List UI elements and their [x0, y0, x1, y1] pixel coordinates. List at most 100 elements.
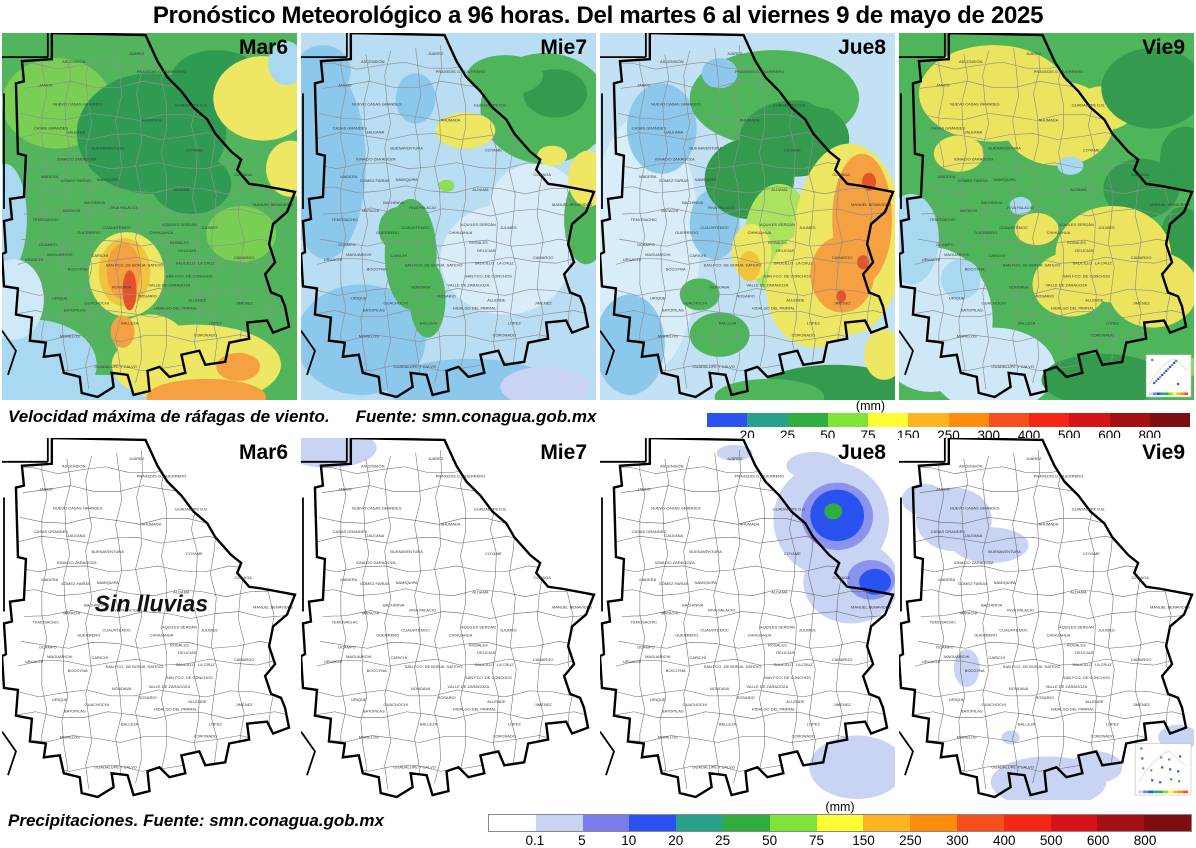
- svg-text:GUADALUPE Y CALVO: GUADALUPE Y CALVO: [692, 364, 734, 369]
- svg-text:LÓPEZ: LÓPEZ: [1106, 321, 1120, 326]
- svg-text:BATOPILAS: BATOPILAS: [662, 709, 684, 714]
- day-label-jue8: Jue8: [838, 36, 886, 59]
- svg-text:SAN FCO. DE CONCHOS: SAN FCO. DE CONCHOS: [764, 675, 811, 680]
- svg-text:ALLENDE: ALLENDE: [188, 699, 206, 704]
- colorbar-tick: 600: [1086, 833, 1110, 848]
- svg-text:MAGUARICHI: MAGUARICHI: [47, 252, 72, 257]
- svg-text:JANOS: JANOS: [637, 487, 651, 492]
- svg-text:CORONADO: CORONADO: [194, 333, 217, 338]
- svg-text:OJINAGA: OJINAGA: [533, 575, 551, 580]
- colorbar-tick: 20: [668, 833, 684, 848]
- svg-text:NONOAVA: NONOAVA: [112, 284, 132, 289]
- svg-text:HIDALGO DEL PARRAL: HIDALGO DEL PARRAL: [154, 707, 198, 712]
- svg-text:GUADALUPE D.B.: GUADALUPE D.B.: [1072, 102, 1105, 107]
- svg-text:AQUILES SERDÁN: AQUILES SERDÁN: [461, 222, 496, 227]
- svg-text:GALEANA: GALEANA: [365, 533, 384, 538]
- svg-text:MORELOS: MORELOS: [658, 334, 678, 339]
- svg-text:NONOAVA: NONOAVA: [112, 686, 132, 691]
- svg-text:GÓMEZ FARÍAS: GÓMEZ FARÍAS: [360, 178, 390, 183]
- colorbar-tick: 250: [899, 833, 922, 848]
- colorbar-unit-label: (mm): [825, 800, 855, 814]
- svg-text:RIVA PALACIO: RIVA PALACIO: [1007, 205, 1034, 210]
- svg-text:LÓPEZ: LÓPEZ: [1106, 722, 1120, 727]
- svg-text:BOCOYNA: BOCOYNA: [666, 668, 686, 673]
- svg-text:CARICHÍ: CARICHÍ: [91, 253, 108, 258]
- svg-text:OJINAGA: OJINAGA: [1131, 172, 1149, 177]
- colorbar-tick: 5: [578, 833, 586, 848]
- svg-text:URUACHI: URUACHI: [623, 257, 641, 262]
- svg-text:HIDALGO DEL PARRAL: HIDALGO DEL PARRAL: [752, 707, 796, 712]
- svg-text:URUACHI: URUACHI: [25, 257, 43, 262]
- svg-text:SATEVÓ: SATEVÓ: [148, 664, 164, 669]
- svg-text:SAN FCO. DE BORJA: SAN FCO. DE BORJA: [405, 664, 445, 669]
- svg-text:ALLENDE: ALLENDE: [188, 297, 206, 302]
- svg-text:COYAME: COYAME: [485, 551, 502, 556]
- svg-text:NAMIQUIPA: NAMIQUIPA: [994, 177, 1016, 182]
- svg-text:BOCOYNA: BOCOYNA: [68, 668, 88, 673]
- svg-text:SAUCILLO: SAUCILLO: [475, 260, 495, 265]
- svg-text:CAMARGO: CAMARGO: [832, 657, 853, 662]
- svg-text:BUENAVENTURA: BUENAVENTURA: [689, 549, 722, 554]
- svg-text:LÓPEZ: LÓPEZ: [807, 321, 821, 326]
- svg-text:GALEANA: GALEANA: [66, 130, 85, 135]
- svg-text:SAN FCO. DE BORJA: SAN FCO. DE BORJA: [405, 262, 445, 267]
- svg-text:COYAME: COYAME: [784, 551, 801, 556]
- svg-text:COYAME: COYAME: [1083, 148, 1100, 153]
- svg-text:CAMARGO: CAMARGO: [533, 255, 554, 260]
- svg-text:SAN FCO. DE CONCHOS: SAN FCO. DE CONCHOS: [1063, 273, 1110, 278]
- svg-text:ALDAMA: ALDAMA: [472, 187, 489, 192]
- svg-text:URIQUE: URIQUE: [351, 697, 367, 702]
- svg-text:NUEVO CASAS GRANDES: NUEVO CASAS GRANDES: [950, 505, 1000, 510]
- svg-text:JANOS: JANOS: [338, 82, 352, 87]
- svg-text:ASCENSIÓN: ASCENSIÓN: [660, 464, 684, 469]
- svg-text:GUADALUPE Y CALVO: GUADALUPE Y CALVO: [991, 764, 1033, 769]
- svg-text:MANUEL BENAVIDES: MANUEL BENAVIDES: [253, 605, 293, 610]
- svg-text:IGNACIO ZARAGOZA: IGNACIO ZARAGOZA: [954, 560, 994, 565]
- svg-text:BALLEZA: BALLEZA: [719, 722, 737, 727]
- map-canvas: JUÁREZ ASCENSIÓN PRAXEDIS G. GUERRERO GUADA…: [301, 438, 596, 800]
- svg-text:OCAMPO: OCAMPO: [338, 242, 356, 247]
- svg-text:ROSARIO: ROSARIO: [138, 695, 156, 700]
- svg-text:MANUEL BENAVIDES: MANUEL BENAVIDES: [1150, 202, 1190, 207]
- svg-text:GUADALUPE D.B.: GUADALUPE D.B.: [773, 102, 806, 107]
- svg-text:CORONADO: CORONADO: [792, 734, 815, 739]
- svg-text:ASCENSIÓN: ASCENSIÓN: [62, 464, 86, 469]
- svg-text:SAN FCO. DE BORJA: SAN FCO. DE BORJA: [106, 262, 146, 267]
- svg-text:JANOS: JANOS: [936, 82, 950, 87]
- svg-text:AHUMADA: AHUMADA: [441, 521, 461, 526]
- precip-map-mie7: JUÁREZ ASCENSIÓN PRAXEDIS G. GUERRERO GUADA…: [301, 438, 596, 800]
- svg-text:CUAUHTÉMOC: CUAUHTÉMOC: [401, 627, 430, 632]
- svg-text:CASAS GRANDES: CASAS GRANDES: [34, 126, 69, 131]
- svg-text:ALLENDE: ALLENDE: [487, 699, 505, 704]
- colorbar-segment: [1097, 815, 1145, 831]
- svg-text:IGNACIO ZARAGOZA: IGNACIO ZARAGOZA: [954, 157, 994, 162]
- svg-text:JIMÉNEZ: JIMÉNEZ: [535, 702, 553, 707]
- svg-text:ALDAMA: ALDAMA: [472, 590, 489, 595]
- state-outline: [301, 33, 596, 399]
- svg-text:PRAXEDIS G. GUERRERO: PRAXEDIS G. GUERRERO: [735, 69, 785, 74]
- day-label-vie9: Vie9: [1142, 36, 1185, 59]
- svg-text:NUEVO CASAS GRANDES: NUEVO CASAS GRANDES: [651, 505, 701, 510]
- colorbar-tick-labels: 0.1 5 10 20 25 50 75 150 250 300 400 500 600 800: [488, 832, 1192, 848]
- svg-text:BALLEZA: BALLEZA: [121, 722, 139, 727]
- svg-text:SAN FCO. DE BORJA: SAN FCO. DE BORJA: [1003, 664, 1043, 669]
- svg-text:SAN FCO. DE BORJA: SAN FCO. DE BORJA: [704, 664, 744, 669]
- svg-text:PRAXEDIS G. GUERRERO: PRAXEDIS G. GUERRERO: [735, 474, 785, 479]
- svg-text:DELICIAS: DELICIAS: [776, 650, 794, 655]
- svg-text:SAN FCO. DE CONCHOS: SAN FCO. DE CONCHOS: [1063, 675, 1110, 680]
- svg-text:IGNACIO ZARAGOZA: IGNACIO ZARAGOZA: [57, 157, 97, 162]
- svg-text:DELICIAS: DELICIAS: [776, 248, 794, 253]
- colorbar-unit-label: (mm): [855, 399, 886, 413]
- svg-text:AHUMADA: AHUMADA: [1039, 117, 1059, 122]
- svg-text:BALLEZA: BALLEZA: [1018, 722, 1036, 727]
- page-title: Pronóstico Meteorológico a 96 horas. Del…: [152, 2, 1044, 29]
- municipality-labels: JUÁREZ ASCENSIÓN PRAXEDIS G. GUERRERO GUADA…: [25, 51, 294, 369]
- svg-text:JULIMES: JULIMES: [799, 627, 816, 632]
- svg-text:CHIHUAHUA: CHIHUAHUA: [748, 632, 772, 637]
- svg-text:NAMIQUIPA: NAMIQUIPA: [97, 580, 119, 585]
- svg-text:AHUMADA: AHUMADA: [142, 521, 162, 526]
- svg-text:ALLENDE: ALLENDE: [786, 699, 804, 704]
- svg-text:TEMÓSACHIC: TEMÓSACHIC: [33, 619, 60, 624]
- day-label-mar6: Mar6: [238, 36, 288, 59]
- svg-text:OJINAGA: OJINAGA: [832, 575, 850, 580]
